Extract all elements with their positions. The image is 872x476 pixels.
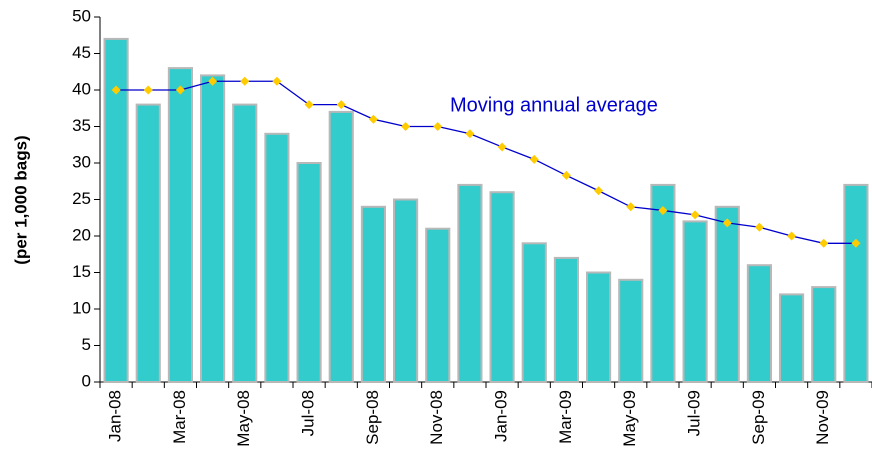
line-marker xyxy=(819,238,829,248)
bar xyxy=(746,264,772,384)
x-tick-label: Jul-09 xyxy=(685,390,704,436)
line-marker xyxy=(465,129,475,139)
x-tick-label: Jan-08 xyxy=(106,390,125,442)
x-tick-label: Sep-09 xyxy=(749,390,768,445)
line-annotation: Moving annual average xyxy=(450,94,658,116)
bar xyxy=(232,103,258,383)
line-marker xyxy=(272,76,282,86)
line-marker xyxy=(658,205,668,215)
bar xyxy=(360,205,386,383)
line xyxy=(116,80,856,244)
x-tick-label: Jan-09 xyxy=(492,390,511,442)
line-marker xyxy=(433,122,443,131)
line-marker xyxy=(304,100,314,110)
x-tick-label: Nov-09 xyxy=(813,390,832,445)
line-marker xyxy=(626,202,636,212)
y-tick-label: 0 xyxy=(82,371,91,390)
y-tick-label: 30 xyxy=(72,152,91,171)
x-tick-label: May-09 xyxy=(620,390,639,447)
y-tick-label: 15 xyxy=(72,262,91,281)
bar xyxy=(811,286,837,384)
line-marker xyxy=(368,114,378,124)
y-tick-label: 40 xyxy=(72,79,91,98)
y-tick-label: 50 xyxy=(72,6,91,25)
line-marker xyxy=(401,122,411,131)
x-tick-label: Jul-08 xyxy=(299,390,318,436)
line-marker xyxy=(336,100,346,110)
bar xyxy=(843,183,869,383)
bar xyxy=(553,256,579,383)
bar xyxy=(328,110,354,384)
x-tick-label: Mar-08 xyxy=(170,390,189,444)
line-marker xyxy=(208,76,218,86)
y-tick-label: 35 xyxy=(72,116,91,135)
y-axis-label: (per 1,000 bags) xyxy=(11,135,30,264)
bar xyxy=(135,103,161,383)
y-tick-label: 10 xyxy=(72,298,91,317)
line-marker xyxy=(690,210,700,220)
bar xyxy=(167,67,193,383)
line-marker xyxy=(175,85,185,95)
x-tick-label: May-08 xyxy=(234,390,253,447)
line-marker xyxy=(497,142,507,152)
bar xyxy=(296,162,322,383)
bar xyxy=(650,183,676,383)
bar xyxy=(393,198,419,383)
line-marker xyxy=(529,154,539,164)
line-marker xyxy=(787,231,797,241)
bar xyxy=(103,37,129,384)
bar xyxy=(489,191,515,383)
bar xyxy=(425,227,451,383)
bar xyxy=(618,278,644,383)
line-marker xyxy=(594,186,604,196)
bar xyxy=(457,183,483,383)
line-marker xyxy=(722,218,732,228)
line-marker xyxy=(111,85,121,95)
x-tick-label: Nov-08 xyxy=(427,390,446,445)
bar xyxy=(521,242,547,383)
line-marker xyxy=(143,85,153,95)
y-tick-label: 20 xyxy=(72,225,91,244)
line-marker xyxy=(754,222,764,232)
x-tick-label: Sep-08 xyxy=(363,390,382,445)
y-tick-label: 45 xyxy=(72,43,91,62)
bar xyxy=(714,205,740,383)
bar xyxy=(586,271,612,383)
y-tick-label: 25 xyxy=(72,189,91,208)
line-marker xyxy=(240,76,250,86)
bar xyxy=(200,74,226,384)
line-marker xyxy=(561,170,571,180)
bar xyxy=(264,132,290,383)
bar xyxy=(682,220,708,383)
bar xyxy=(779,293,805,383)
line-marker xyxy=(851,238,861,248)
x-tick-label: Mar-09 xyxy=(556,390,575,444)
y-tick-label: 5 xyxy=(82,335,91,354)
